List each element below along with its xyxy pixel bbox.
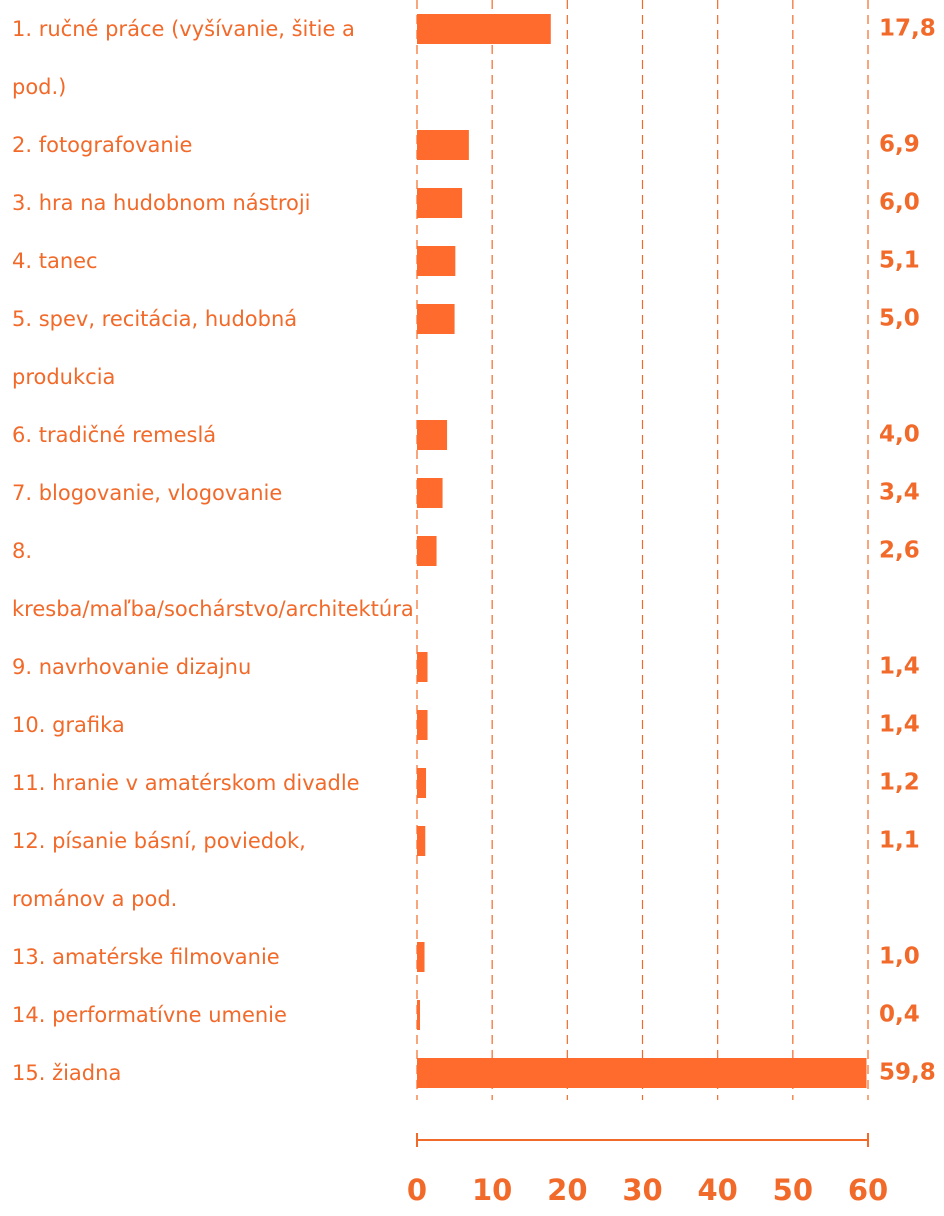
value-label: 1,4	[879, 712, 920, 738]
category-label: 6. tradičné remeslá	[12, 423, 217, 447]
value-label: 4,0	[879, 422, 920, 448]
bar	[417, 652, 428, 682]
value-label: 1,4	[879, 654, 920, 680]
value-label: 2,6	[879, 538, 920, 564]
category-label: 8. kresba/maľba/sochárstvo/architektúra	[12, 539, 414, 621]
category-label: 10. grafika	[12, 713, 125, 737]
bar	[417, 768, 427, 798]
category-label: 15. žiadna	[12, 1061, 122, 1085]
x-tick-label: 50	[773, 1173, 813, 1207]
value-label: 0,4	[879, 1002, 920, 1028]
value-label: 1,0	[879, 944, 920, 970]
x-tick-label: 20	[547, 1173, 587, 1207]
bar	[417, 188, 463, 218]
bar	[417, 1000, 421, 1030]
bar	[417, 710, 428, 740]
value-label: 1,1	[879, 828, 920, 854]
category-label: 11. hranie v amatérskom divadle	[12, 771, 360, 795]
bar	[417, 130, 469, 160]
category-label: 9. navrhovanie dizajnu	[12, 655, 252, 679]
bar	[417, 942, 425, 972]
category-labels: 1. ručné práce (vyšívanie, šitie a pod.)…	[12, 0, 414, 1102]
x-tick-label: 0	[407, 1173, 427, 1207]
category-label: 7. blogovanie, vlogovanie	[12, 481, 283, 505]
category-label: 4. tanec	[12, 249, 98, 273]
category-label: 3. hra na hudobnom nástroji	[12, 191, 311, 215]
category-label: 5. spev, recitácia, hudobná produkcia	[12, 307, 298, 389]
bar	[417, 420, 448, 450]
bar	[417, 246, 456, 276]
category-label: 1. ručné práce (vyšívanie, šitie a pod.)	[12, 17, 355, 99]
value-label: 5,1	[879, 248, 920, 274]
bar	[417, 478, 443, 508]
bar	[417, 14, 551, 44]
value-label: 59,8	[879, 1060, 936, 1086]
x-tick-label: 40	[697, 1173, 737, 1207]
category-label: 2. fotografovanie	[12, 133, 193, 157]
value-label: 5,0	[879, 306, 920, 332]
category-label: 12. písanie básní, poviedok, románov a p…	[12, 829, 306, 911]
value-label: 6,0	[879, 190, 920, 216]
bar	[417, 826, 426, 856]
x-tick-label: 10	[472, 1173, 512, 1207]
x-tick-label: 30	[622, 1173, 662, 1207]
category-label: 13. amatérske filmovanie	[12, 945, 280, 969]
category-label: 14. performatívne umenie	[12, 1003, 287, 1027]
bar	[417, 304, 455, 334]
value-label: 1,2	[879, 770, 920, 796]
value-label: 3,4	[879, 480, 920, 506]
bar	[417, 536, 437, 566]
value-label: 6,9	[879, 132, 920, 158]
x-tick-label: 60	[848, 1173, 888, 1207]
bar	[417, 1058, 867, 1088]
value-label: 17,8	[879, 16, 936, 42]
